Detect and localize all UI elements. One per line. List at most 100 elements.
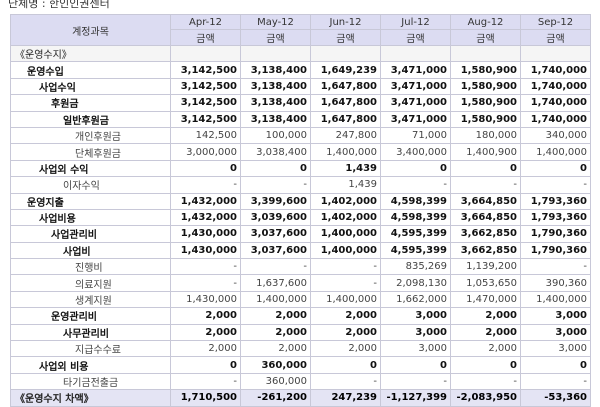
- amount-cell: [380, 44, 451, 63]
- amount-cell: 1,400,000: [310, 241, 381, 260]
- account-label: 운영수입: [10, 61, 171, 79]
- amount-cell: 3,662,850: [450, 241, 521, 260]
- month-header: Aug-12: [450, 14, 521, 30]
- amount-cell: 3,400,000: [380, 143, 451, 161]
- amount-cell: -: [310, 274, 381, 292]
- account-label: 사업비용: [10, 208, 171, 227]
- amount-cell: [520, 44, 591, 63]
- amount-cell: 340,000: [520, 126, 591, 145]
- amount-cell: -261,200: [240, 389, 311, 407]
- amount-cell: -: [170, 176, 241, 194]
- amount-cell: 1,637,600: [240, 274, 311, 292]
- amount-cell: -: [240, 176, 311, 194]
- amount-cell: 3,037,600: [240, 241, 311, 260]
- table-row: 후원금 3,142,500 3,138,400 1,647,800 3,471,000 1…: [10, 94, 591, 112]
- amount-cell: -1,127,399: [380, 389, 451, 407]
- amount-cell: -53,360: [520, 389, 591, 407]
- amount-cell: 0: [380, 159, 451, 178]
- amount-cell: 1,430,000: [170, 225, 241, 243]
- amount-cell: 1,439: [310, 159, 381, 178]
- amount-cell: 1,790,360: [520, 241, 591, 260]
- account-label: 운영관리비: [10, 307, 171, 325]
- amount-cell: -: [520, 258, 591, 276]
- amount-cell: 3,000: [520, 307, 591, 325]
- amount-cell: 1,430,000: [170, 241, 241, 260]
- amount-cell: 2,098,130: [380, 274, 451, 292]
- account-label: 단체후원금: [10, 143, 171, 161]
- account-label: 사업수익: [10, 77, 171, 96]
- amount-cell: 247,239: [310, 389, 381, 407]
- amount-cell: 4,595,399: [380, 241, 451, 260]
- amount-cell: 2,000: [450, 340, 521, 358]
- amount-cell: 1,662,000: [380, 290, 451, 309]
- amount-cell: 0: [450, 159, 521, 178]
- amount-cell: 1,740,000: [520, 94, 591, 112]
- amount-cell: 3,471,000: [380, 110, 451, 128]
- amount-cell: -2,083,950: [450, 389, 521, 407]
- amount-cell: 2,000: [240, 307, 311, 325]
- account-label: 사업외 수익: [10, 159, 171, 178]
- amount-cell: 1,580,900: [450, 110, 521, 128]
- account-label: 개인후원금: [10, 126, 171, 145]
- table-row: 사무관리비 2,000 2,000 2,000 3,000 2,000 3,000: [10, 323, 591, 342]
- amount-cell: 2,000: [170, 323, 241, 342]
- amount-cell: 1,400,000: [240, 290, 311, 309]
- amount-cell: -: [450, 176, 521, 194]
- amount-cell: 1,647,800: [310, 77, 381, 96]
- amount-subheader: 금액: [520, 29, 591, 46]
- account-label: 이자수익: [10, 176, 171, 194]
- account-label: 《운영수지 차액》: [10, 389, 171, 407]
- amount-subheader: 금액: [170, 29, 241, 46]
- table-row: 사업외 비용 0 360,000 0 0 0 0: [10, 356, 591, 374]
- amount-cell: 3,471,000: [380, 61, 451, 79]
- account-label: 타기금전출금: [10, 372, 171, 391]
- table-row: 의료지원 -1,637,600-2,098,130 1,053,650 390,360: [10, 274, 591, 292]
- amount-cell: 4,598,399: [380, 208, 451, 227]
- amount-cell: [310, 44, 381, 63]
- amount-cell: 0: [450, 356, 521, 374]
- amount-cell: 3,142,500: [170, 77, 241, 96]
- amount-cell: 1,400,000: [310, 143, 381, 161]
- amount-cell: 3,142,500: [170, 110, 241, 128]
- table-row: 생계지원 1,430,000 1,400,000 1,400,000 1,662,000…: [10, 290, 591, 309]
- table-row: 운영지출 1,432,000 3,399,600 1,402,000 4,598,399…: [10, 192, 591, 210]
- amount-cell: 2,000: [240, 340, 311, 358]
- amount-cell: 0: [310, 356, 381, 374]
- table-row: 《운영수지》: [10, 44, 591, 63]
- amount-cell: 1,053,650: [450, 274, 521, 292]
- amount-cell: 1,647,800: [310, 110, 381, 128]
- amount-cell: 1,432,000: [170, 192, 241, 210]
- amount-cell: 1,400,000: [310, 225, 381, 243]
- table-row: 개인후원금 142,500 100,000 247,800 71,000 180,000 3…: [10, 126, 591, 145]
- amount-cell: 3,000: [380, 340, 451, 358]
- table-row: 사업비 1,430,000 3,037,600 1,400,000 4,595,399 3…: [10, 241, 591, 260]
- amount-cell: 1,400,000: [520, 290, 591, 309]
- amount-cell: 1,432,000: [170, 208, 241, 227]
- amount-cell: 0: [520, 159, 591, 178]
- amount-cell: 2,000: [310, 323, 381, 342]
- amount-cell: 2,000: [240, 323, 311, 342]
- amount-cell: 3,000: [520, 323, 591, 342]
- account-label: 의료지원: [10, 274, 171, 292]
- account-label: 사무관리비: [10, 323, 171, 342]
- account-label: 사업외 비용: [10, 356, 171, 374]
- budget-table: 계정과목 Apr-12 May-12 Jun-12 Jul-12 Aug-12 …: [10, 14, 591, 407]
- amount-cell: [450, 44, 521, 63]
- amount-cell: -: [520, 372, 591, 391]
- amount-cell: 1,710,500: [170, 389, 241, 407]
- table-row: 진행비 - - -835,269 1,139,200-: [10, 258, 591, 276]
- amount-cell: -: [170, 258, 241, 276]
- amount-cell: 1,580,900: [450, 61, 521, 79]
- amount-cell: 1,402,000: [310, 208, 381, 227]
- amount-cell: 1,139,200: [450, 258, 521, 276]
- amount-cell: 3,037,600: [240, 225, 311, 243]
- amount-cell: 835,269: [380, 258, 451, 276]
- amount-cell: -: [310, 258, 381, 276]
- amount-cell: 0: [170, 159, 241, 178]
- amount-cell: 3,000,000: [170, 143, 241, 161]
- amount-cell: 3,664,850: [450, 192, 521, 210]
- amount-cell: 1,740,000: [520, 77, 591, 96]
- account-label: 사업비: [10, 241, 171, 260]
- amount-cell: 0: [170, 356, 241, 374]
- amount-cell: 100,000: [240, 126, 311, 145]
